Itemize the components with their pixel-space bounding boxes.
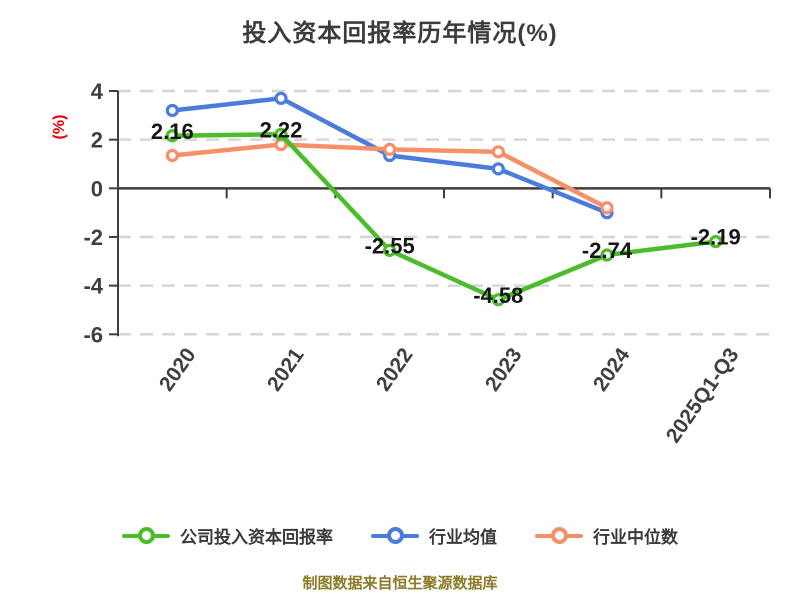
legend-marker-icon: [371, 527, 419, 544]
point-label: -4.58: [473, 283, 523, 308]
legend-label: 公司投入资本回报率: [180, 528, 333, 547]
legend: 公司投入资本回报率 行业均值 行业中位数: [0, 523, 800, 548]
point-label: -2.19: [691, 225, 741, 250]
legend-dot: [551, 527, 568, 544]
point-label: 2.22: [260, 117, 303, 142]
point-label: -2.55: [365, 233, 415, 258]
y-tick-label: -4: [83, 274, 103, 299]
legend-marker-icon: [535, 527, 583, 544]
y-tick-label: 4: [91, 79, 104, 104]
legend-item-行业均值[interactable]: 行业均值: [371, 523, 497, 548]
legend-label: 行业均值: [429, 528, 497, 547]
legend-label: 行业中位数: [593, 528, 678, 547]
data-point-marker: [383, 142, 397, 156]
legend-item-行业中位数[interactable]: 行业中位数: [535, 523, 678, 548]
y-tick-label: 2: [91, 128, 103, 153]
data-point-marker: [274, 91, 288, 105]
y-tick-label: -2: [83, 225, 103, 250]
series-公司投入资本回报率: [165, 127, 723, 307]
gridlines: [118, 89, 770, 336]
legend-item-公司投入资本回报率[interactable]: 公司投入资本回报率: [122, 523, 333, 548]
legend-marker-icon: [122, 527, 170, 544]
series-行业中位数: [165, 137, 614, 215]
y-tick-label: 0: [91, 176, 103, 201]
data-point-marker: [491, 162, 505, 176]
axes: [117, 91, 771, 337]
legend-dot: [138, 527, 155, 544]
data-point-marker: [491, 293, 505, 307]
data-point-marker: [491, 145, 505, 159]
y-axis-tick-labels: 4 2 0 -2 -4 -6: [83, 79, 118, 347]
point-label: 2.16: [151, 119, 194, 144]
data-point-marker: [165, 129, 179, 143]
data-point-marker: [274, 127, 288, 141]
data-point-marker: [600, 201, 614, 215]
data-point-marker: [165, 148, 179, 163]
data-point-marker: [165, 103, 179, 118]
source-note: 制图数据来自恒生聚源数据库: [302, 575, 498, 592]
point-label: -2.74: [582, 238, 633, 263]
y-tick-label: -6: [83, 322, 103, 347]
data-point-marker: [383, 243, 397, 257]
legend-dot: [387, 527, 404, 544]
point-labels: 2.16 2.22 -2.55 -4.58 -2.74 -2.19: [151, 117, 741, 307]
series-line: [170, 132, 718, 303]
chart-title: 投入资本回报率历年情况(%): [242, 20, 558, 47]
data-point-marker: [709, 235, 723, 249]
data-point-marker: [600, 248, 614, 262]
